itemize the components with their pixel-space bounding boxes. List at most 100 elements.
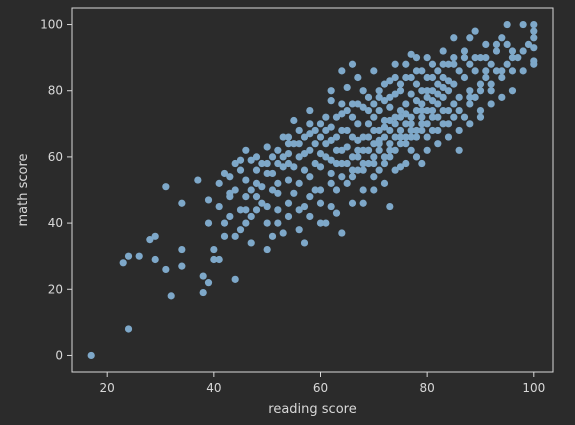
- data-point: [279, 229, 287, 237]
- data-point: [482, 40, 490, 49]
- data-point: [508, 67, 517, 75]
- data-point: [402, 73, 410, 82]
- data-point: [311, 140, 319, 148]
- data-point: [279, 133, 287, 141]
- data-point: [252, 206, 261, 214]
- data-point: [391, 146, 399, 154]
- data-point: [460, 113, 469, 121]
- data-point: [412, 153, 421, 161]
- data-point: [242, 193, 250, 201]
- data-point: [290, 163, 298, 171]
- data-point: [284, 212, 293, 221]
- data-point: [236, 166, 245, 174]
- data-point: [450, 80, 458, 88]
- data-point: [338, 100, 346, 108]
- x-tick-label: 20: [100, 381, 115, 395]
- data-point: [396, 80, 405, 88]
- data-point: [370, 140, 378, 148]
- data-point: [498, 34, 506, 42]
- data-point: [407, 73, 415, 82]
- data-point: [508, 87, 517, 95]
- data-point: [487, 80, 495, 88]
- data-point: [348, 133, 357, 141]
- data-point: [375, 106, 383, 115]
- data-point: [450, 34, 458, 42]
- data-point: [476, 54, 485, 62]
- data-point: [375, 87, 383, 95]
- data-point: [519, 47, 527, 55]
- data-point: [204, 196, 213, 204]
- data-point: [396, 126, 405, 135]
- data-point: [338, 110, 346, 118]
- data-point: [322, 113, 330, 121]
- data-point: [247, 186, 255, 194]
- data-point: [354, 120, 362, 128]
- data-point: [354, 136, 362, 144]
- data-point: [300, 166, 309, 174]
- x-tick-label: 100: [522, 381, 545, 395]
- y-axis-label: math score: [16, 153, 31, 226]
- data-point: [322, 126, 330, 135]
- data-point: [306, 173, 314, 181]
- data-point: [498, 67, 506, 75]
- data-point: [391, 60, 399, 68]
- data-point: [135, 252, 143, 260]
- data-point: [327, 156, 335, 164]
- y-tick-label: 100: [40, 18, 63, 32]
- data-point: [338, 173, 346, 181]
- data-point: [252, 166, 261, 174]
- data-point: [364, 120, 373, 128]
- data-point: [466, 93, 474, 101]
- data-point: [290, 116, 298, 125]
- data-point: [370, 126, 378, 135]
- data-point: [316, 199, 325, 207]
- data-point: [252, 193, 261, 201]
- data-point: [428, 73, 437, 82]
- data-point: [354, 166, 362, 174]
- data-point: [263, 245, 271, 254]
- data-point: [332, 133, 341, 141]
- points-layer: [87, 20, 538, 360]
- data-point: [231, 186, 239, 194]
- data-point: [391, 90, 399, 98]
- data-point: [524, 40, 533, 49]
- data-point: [316, 219, 325, 227]
- data-point: [268, 153, 277, 161]
- data-point: [418, 67, 426, 75]
- data-point: [466, 34, 474, 42]
- data-point: [407, 133, 415, 141]
- data-point: [402, 100, 410, 108]
- data-point: [380, 97, 389, 105]
- data-point: [242, 176, 250, 184]
- data-point: [263, 143, 271, 151]
- data-point: [439, 47, 447, 55]
- data-point: [402, 159, 410, 168]
- data-point: [284, 140, 293, 148]
- data-point: [306, 120, 314, 128]
- data-point: [124, 325, 133, 333]
- data-point: [316, 150, 325, 158]
- data-point: [364, 146, 373, 154]
- data-point: [274, 219, 282, 227]
- data-point: [370, 186, 378, 194]
- data-point: [247, 156, 255, 164]
- data-point: [428, 126, 437, 135]
- y-axis: 0 20 40 60 80 100: [40, 18, 72, 362]
- data-point: [407, 113, 415, 121]
- data-point: [466, 87, 474, 95]
- data-point: [300, 202, 309, 211]
- data-point: [407, 126, 415, 135]
- data-point: [418, 126, 426, 135]
- data-point: [204, 219, 213, 227]
- data-point: [476, 87, 485, 95]
- data-point: [252, 153, 261, 161]
- data-point: [444, 87, 453, 95]
- data-point: [428, 87, 437, 95]
- data-point: [210, 245, 218, 254]
- data-point: [295, 179, 303, 187]
- data-point: [460, 47, 469, 55]
- data-point: [386, 103, 394, 111]
- data-point: [530, 34, 538, 42]
- data-point: [327, 136, 335, 144]
- data-point: [370, 67, 378, 75]
